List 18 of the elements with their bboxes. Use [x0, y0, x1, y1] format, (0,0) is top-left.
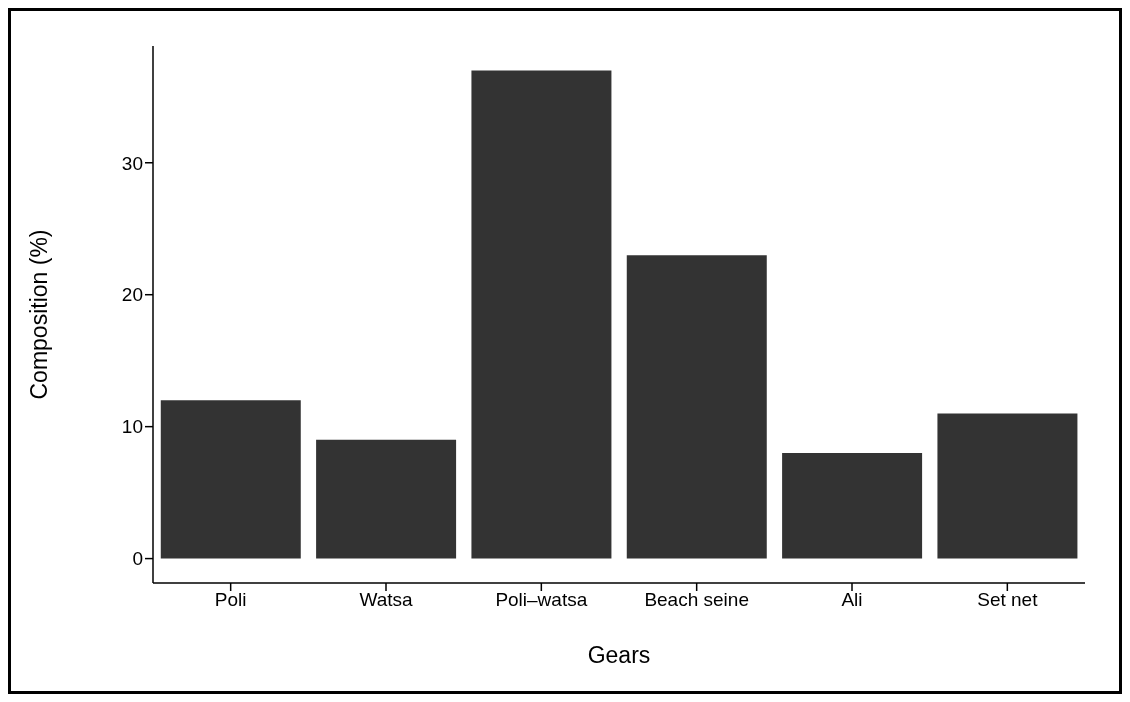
- x-tick-label: Ali: [841, 589, 863, 611]
- bar: [160, 400, 301, 559]
- x-axis-title: Gears: [587, 642, 651, 668]
- bar: [782, 453, 923, 559]
- x-tick-label: Watsa: [359, 589, 413, 611]
- y-tick-label: 30: [121, 152, 143, 174]
- x-tick-label: Set net: [977, 589, 1039, 611]
- y-tick-label: 10: [121, 416, 143, 438]
- x-tick-label: Poli–watsa: [495, 589, 588, 611]
- bar: [937, 413, 1078, 559]
- x-tick-label: Poli: [214, 589, 247, 611]
- y-tick-label: 0: [132, 548, 143, 570]
- y-axis-title: Composition (%): [26, 229, 53, 400]
- x-tick-label: Beach seine: [644, 589, 749, 611]
- bar: [316, 439, 457, 559]
- bar: [626, 255, 767, 559]
- bar: [471, 70, 612, 559]
- y-tick-label: 20: [121, 284, 143, 306]
